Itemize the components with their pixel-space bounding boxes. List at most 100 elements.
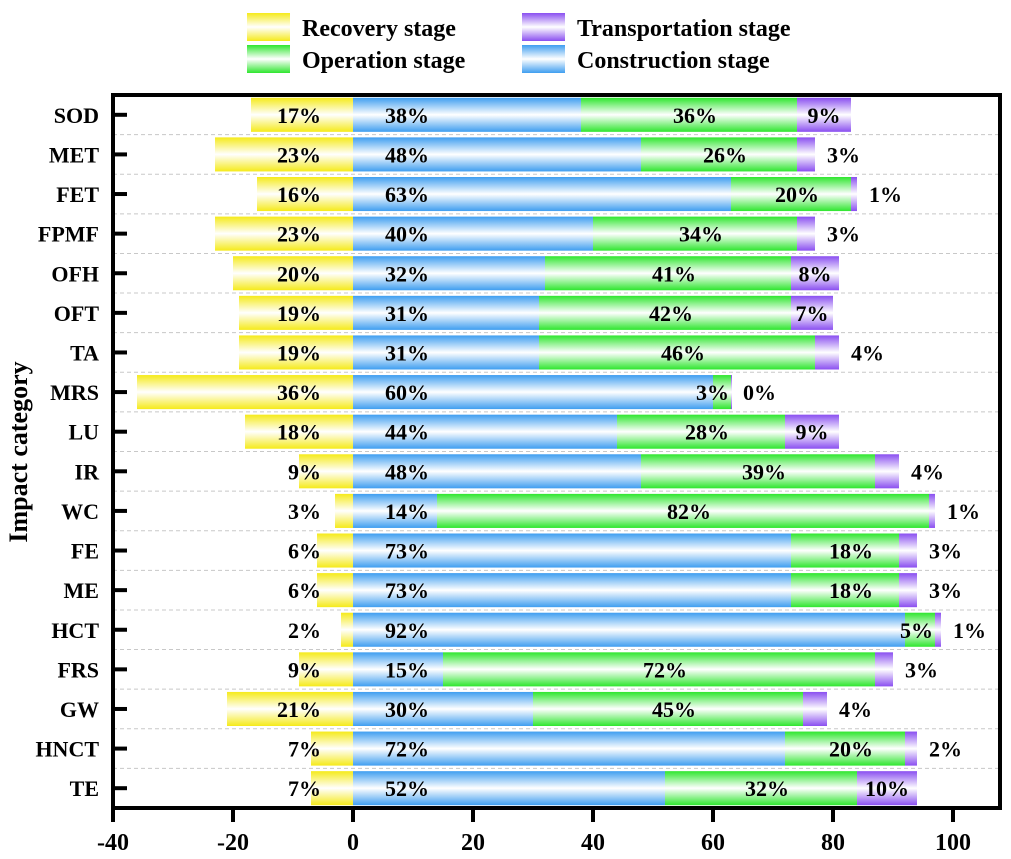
x-tick-label: 40	[581, 830, 605, 856]
bar-operation-fe	[791, 533, 899, 568]
value-label-operation: 36%	[673, 103, 717, 128]
bar-transportation-lu	[785, 414, 839, 449]
bar-operation-met	[641, 137, 797, 172]
value-label-transportation: 3%	[827, 142, 860, 167]
y-tick-label-me: ME	[64, 578, 99, 603]
bar-transportation-fet	[851, 176, 857, 212]
bar-recovery-sod	[251, 97, 353, 132]
bar-transportation-ir	[875, 454, 899, 489]
value-label-operation: 20%	[775, 182, 819, 207]
bar-construction-lu	[353, 414, 617, 449]
value-label-construction: 14%	[385, 499, 429, 524]
value-label-transportation: 10%	[865, 776, 909, 801]
bar-construction-oft	[353, 295, 539, 330]
bar-operation-te	[665, 771, 857, 806]
value-label-recovery: 19%	[277, 340, 321, 365]
value-label-construction: 73%	[385, 578, 429, 603]
y-tick-label-fpmf: FPMF	[38, 222, 99, 247]
value-label-construction: 52%	[385, 776, 429, 801]
y-tick-label-hct: HCT	[51, 618, 99, 643]
value-label-recovery: 7%	[288, 737, 321, 762]
legend-label: Recovery stage	[302, 16, 456, 42]
value-label-operation: 18%	[829, 539, 873, 564]
bar-construction-hnct	[353, 731, 785, 766]
value-label-construction: 30%	[385, 697, 429, 722]
bar-transportation-ofh	[791, 256, 839, 291]
bar-transportation-ta	[815, 335, 839, 370]
x-tick-label: 0	[347, 830, 359, 856]
y-tick-label-lu: LU	[68, 420, 99, 445]
x-tick-label: -20	[217, 830, 249, 856]
value-label-recovery: 3%	[288, 499, 321, 524]
value-label-operation: 82%	[667, 499, 711, 524]
value-label-recovery: 9%	[288, 459, 321, 484]
value-label-operation: 46%	[661, 340, 705, 365]
value-label-recovery: 6%	[288, 578, 321, 603]
value-label-operation: 42%	[649, 301, 693, 326]
value-label-construction: 44%	[385, 420, 429, 445]
y-tick-label-frs: FRS	[57, 657, 99, 682]
bar-construction-me	[353, 573, 791, 608]
bar-construction-met	[353, 137, 641, 172]
y-tick-label-gw: GW	[60, 697, 99, 722]
value-label-operation: 41%	[652, 261, 696, 286]
value-label-construction: 31%	[385, 340, 429, 365]
y-tick-label-sod: SOD	[54, 103, 99, 128]
y-tick-label-wc: WC	[61, 499, 99, 524]
bar-transportation-fe	[899, 533, 917, 568]
bar-operation-me	[791, 573, 899, 608]
value-label-operation: 3%	[696, 380, 729, 405]
bar-recovery-ta	[239, 335, 353, 370]
y-tick-label-oft: OFT	[54, 301, 100, 326]
value-label-operation: 72%	[643, 657, 687, 682]
legend-label: Transportation stage	[577, 16, 791, 42]
y-axis-title: Impact category	[4, 361, 33, 542]
value-label-construction: 60%	[385, 380, 429, 405]
value-label-recovery: 9%	[288, 657, 321, 682]
y-tick-label-ir: IR	[75, 459, 101, 484]
value-label-operation: 39%	[742, 459, 786, 484]
value-label-recovery: 19%	[277, 301, 321, 326]
value-label-recovery: 2%	[288, 618, 321, 643]
bar-operation-oft	[539, 295, 791, 330]
value-label-operation: 5%	[900, 618, 933, 643]
bar-construction-mrs	[353, 375, 713, 410]
bar-construction-sod	[353, 97, 581, 132]
bar-recovery-met	[215, 137, 353, 172]
legend: Recovery stage Transportation stage Operat…	[247, 13, 791, 74]
bar-transportation-me	[899, 573, 917, 608]
value-label-recovery: 7%	[288, 776, 321, 801]
value-label-transportation: 8%	[799, 261, 832, 286]
value-label-recovery: 23%	[277, 222, 321, 247]
value-label-operation: 18%	[829, 578, 873, 603]
bar-recovery-oft	[239, 295, 353, 330]
bar-transportation-oft	[791, 295, 833, 330]
bar-recovery-lu	[245, 414, 353, 449]
value-label-operation: 28%	[685, 420, 729, 445]
bar-operation-gw	[533, 691, 803, 727]
bar-operation-ir	[641, 454, 875, 489]
value-label-recovery: 16%	[277, 182, 321, 207]
bar-construction-gw	[353, 691, 533, 727]
x-tick-label: -40	[97, 830, 129, 856]
bar-construction-fe	[353, 533, 791, 568]
legend-label: Construction stage	[577, 48, 770, 74]
value-label-transportation: 1%	[947, 499, 980, 524]
value-label-transportation: 3%	[827, 222, 860, 247]
bar-construction-wc	[353, 493, 437, 528]
bar-construction-ir	[353, 454, 641, 489]
x-tick-label: 80	[821, 830, 845, 856]
bar-operation-fet	[731, 176, 851, 212]
bar-operation-ofh	[545, 256, 791, 291]
bar-recovery-mrs	[137, 375, 353, 410]
y-tick-label-fet: FET	[56, 182, 99, 207]
bar-recovery-frs	[299, 652, 353, 687]
legend-swatch	[522, 13, 565, 41]
bar-operation-hnct	[785, 731, 905, 766]
bar-recovery-te	[311, 771, 353, 806]
bar-construction-fpmf	[353, 216, 593, 251]
bar-recovery-hnct	[311, 731, 353, 766]
legend-item-operation: Operation stage	[247, 45, 466, 74]
value-label-transportation: 3%	[929, 539, 962, 564]
bar-transportation-met	[797, 137, 815, 172]
